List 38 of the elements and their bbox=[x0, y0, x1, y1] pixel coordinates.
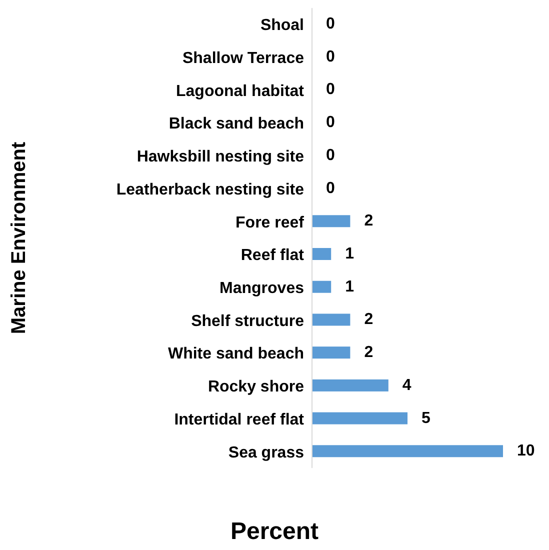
y-tick-label: Sea grass bbox=[228, 444, 304, 462]
data-label: 0 bbox=[326, 16, 335, 32]
bar bbox=[312, 346, 350, 359]
bar bbox=[312, 248, 332, 260]
data-label: 1 bbox=[345, 246, 354, 262]
data-label: 0 bbox=[326, 180, 335, 197]
data-label: 2 bbox=[364, 212, 374, 230]
bar bbox=[312, 412, 408, 424]
bar bbox=[312, 445, 503, 458]
data-label: 2 bbox=[364, 311, 374, 328]
y-tick-label: Shallow Terrace bbox=[182, 50, 304, 67]
data-label: 10 bbox=[517, 442, 535, 460]
y-tick-label: White sand beach bbox=[168, 346, 304, 363]
data-label: 0 bbox=[326, 146, 335, 164]
y-tick-label: Mangroves bbox=[220, 280, 304, 297]
bar bbox=[312, 314, 350, 326]
y-tick-label: Shoal bbox=[260, 17, 304, 34]
data-label: 2 bbox=[364, 344, 374, 362]
bar bbox=[312, 280, 332, 293]
y-tick-label: Leatherback nesting site bbox=[116, 181, 304, 198]
y-tick-label: Fore reef bbox=[236, 214, 305, 232]
y-tick-label: Lagoonal habitat bbox=[176, 82, 305, 100]
y-tick-label: Rocky shore bbox=[208, 378, 304, 396]
data-label: 0 bbox=[326, 81, 335, 98]
y-tick-label: Black sand beach bbox=[168, 116, 304, 133]
y-tick-label: Intertidal reef flat bbox=[174, 411, 305, 428]
bar bbox=[312, 215, 350, 228]
data-label: 5 bbox=[422, 410, 430, 427]
bar bbox=[312, 379, 388, 392]
y-axis-title: Marine Environment bbox=[8, 142, 30, 334]
y-tick-label: Hawksbill nesting site bbox=[136, 148, 304, 166]
y-tick-label: Reef flat bbox=[240, 247, 305, 264]
data-label: 1 bbox=[345, 278, 354, 296]
x-axis-title: Percent bbox=[229, 518, 320, 546]
data-label: 0 bbox=[326, 114, 335, 132]
y-tick-label: Shelf structure bbox=[191, 312, 304, 330]
data-label: 4 bbox=[402, 376, 412, 394]
data-label: 0 bbox=[326, 48, 335, 66]
